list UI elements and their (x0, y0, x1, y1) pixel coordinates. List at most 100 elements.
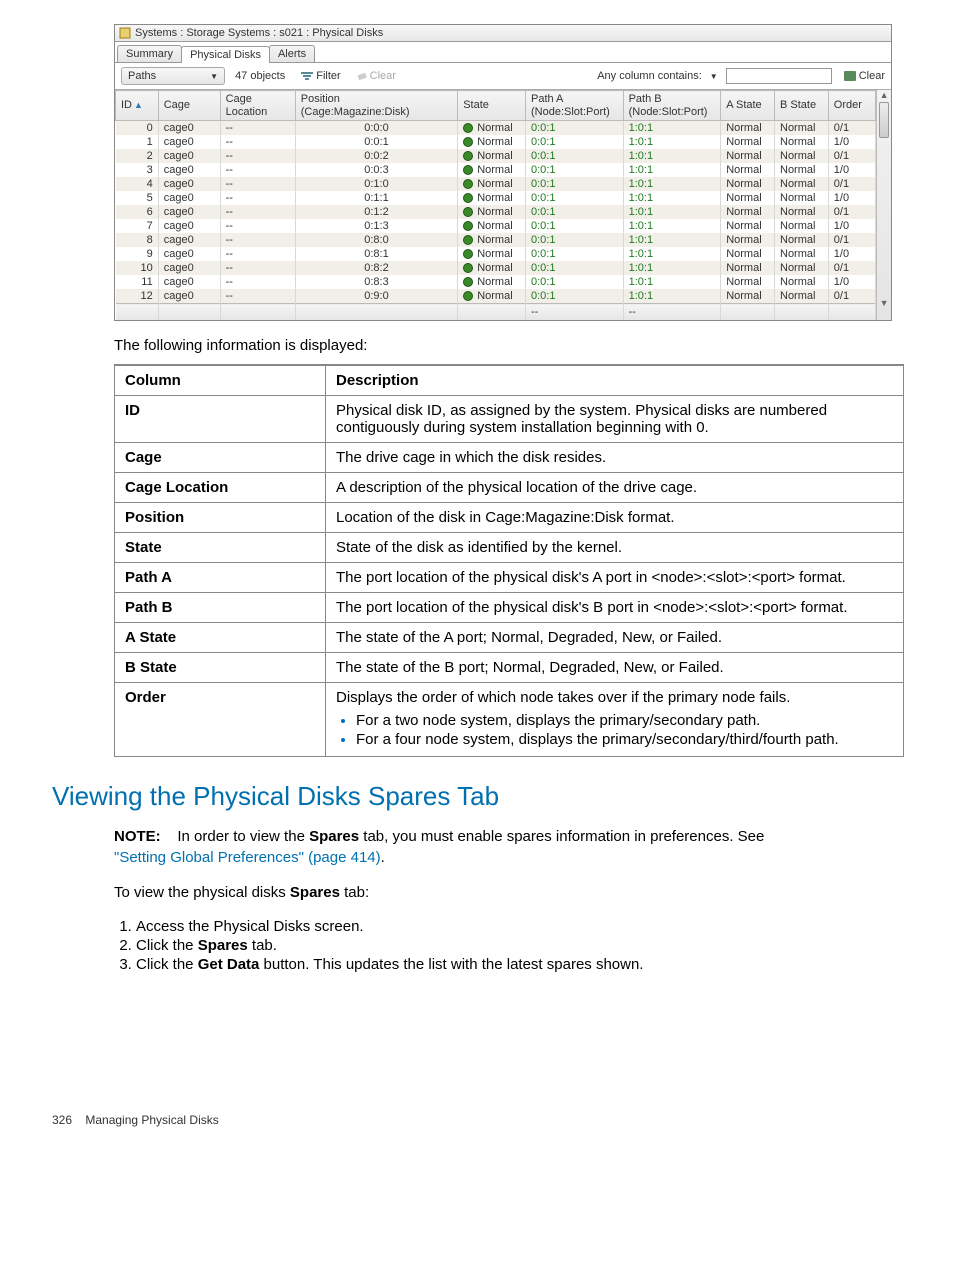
cell-order: 0/1 (828, 233, 875, 247)
cell-b-state: Normal (775, 191, 829, 205)
cell-cage-location: -- (220, 275, 295, 289)
desc-col-name: B State (115, 653, 326, 683)
table-row[interactable]: 1cage0--0:0:1Normal0:0:11:0:1NormalNorma… (116, 135, 876, 149)
table-row[interactable]: 7cage0--0:1:3Normal0:0:11:0:1NormalNorma… (116, 219, 876, 233)
cell-a-state: Normal (721, 289, 775, 304)
col-state[interactable]: State (458, 91, 526, 121)
cell-cage: cage0 (158, 289, 220, 304)
cell-cage-location: -- (220, 261, 295, 275)
window-title-bar: Systems : Storage Systems : s021 : Physi… (115, 25, 891, 42)
filter-contains-label: Any column contains: (597, 70, 702, 82)
step-2: Click the Spares tab. (136, 937, 902, 954)
desc-col-desc: The state of the B port; Normal, Degrade… (326, 653, 904, 683)
cell-cage-location: -- (220, 149, 295, 163)
clear-filter-button[interactable]: Clear (844, 70, 885, 82)
table-row[interactable]: 2cage0--0:0:2Normal0:0:11:0:1NormalNorma… (116, 149, 876, 163)
status-dot-icon (463, 221, 473, 231)
table-row[interactable]: 9cage0--0:8:1Normal0:0:11:0:1NormalNorma… (116, 247, 876, 261)
physical-disks-grid: ID▲ Cage Cage Location Position(Cage:Mag… (115, 90, 876, 320)
cell-b-state: Normal (775, 135, 829, 149)
cell-a-state: Normal (721, 205, 775, 219)
tab-bar: Summary Physical Disks Alerts (115, 42, 891, 63)
cell-path-a: 0:0:1 (525, 205, 623, 219)
desc-row: StateState of the disk as identified by … (115, 533, 904, 563)
cell-b-state: Normal (775, 219, 829, 233)
prefs-link[interactable]: "Setting Global Preferences" (page 414) (114, 849, 381, 866)
cell-position: 0:1:1 (295, 191, 457, 205)
col-order[interactable]: Order (828, 91, 875, 121)
paths-label: Paths (128, 70, 156, 82)
cell-cage-location: -- (220, 177, 295, 191)
table-row[interactable]: 8cage0--0:8:0Normal0:0:11:0:1NormalNorma… (116, 233, 876, 247)
cell-cage-location: -- (220, 121, 295, 136)
table-row[interactable]: 12cage0--0:9:0Normal0:0:11:0:1NormalNorm… (116, 289, 876, 304)
chevron-down-icon[interactable]: ▼ (710, 72, 718, 81)
desc-col-name: State (115, 533, 326, 563)
col-a-state[interactable]: A State (721, 91, 775, 121)
cell-path-b: 1:0:1 (623, 261, 721, 275)
desc-col-desc: State of the disk as identified by the k… (326, 533, 904, 563)
cell-state: Normal (458, 247, 526, 261)
cell-cage-location: -- (220, 289, 295, 304)
cell-path-b: 1:0:1 (623, 275, 721, 289)
col-cage[interactable]: Cage (158, 91, 220, 121)
cell-path-a: 0:0:1 (525, 191, 623, 205)
tab-summary[interactable]: Summary (117, 45, 182, 62)
cell-order: 1/0 (828, 275, 875, 289)
cell-b-state: Normal (775, 121, 829, 136)
cell-path-b: 1:0:1 (623, 247, 721, 261)
cell-b-state: Normal (775, 205, 829, 219)
cell-path-b: 1:0:1 (623, 177, 721, 191)
cell-state: Normal (458, 191, 526, 205)
footer-title: Managing Physical Disks (85, 1113, 218, 1127)
filter-input[interactable] (726, 68, 832, 84)
table-row[interactable]: 6cage0--0:1:2Normal0:0:11:0:1NormalNorma… (116, 205, 876, 219)
cell-cage: cage0 (158, 177, 220, 191)
cell-cage: cage0 (158, 149, 220, 163)
cell-position: 0:0:2 (295, 149, 457, 163)
cell-position: 0:0:0 (295, 121, 457, 136)
table-row[interactable]: 3cage0--0:0:3Normal0:0:11:0:1NormalNorma… (116, 163, 876, 177)
cell-path-a: 0:0:1 (525, 121, 623, 136)
col-position[interactable]: Position(Cage:Magazine:Disk) (295, 91, 457, 121)
paths-dropdown[interactable]: Paths ▼ (121, 67, 225, 85)
cell-cage-location: -- (220, 135, 295, 149)
desc-col-desc: The drive cage in which the disk resides… (326, 443, 904, 473)
col-path-b[interactable]: Path B(Node:Slot:Port) (623, 91, 721, 121)
cell-cage: cage0 (158, 275, 220, 289)
desc-col-name: Cage Location (115, 473, 326, 503)
desc-col-name: Order (115, 683, 326, 757)
col-id[interactable]: ID▲ (116, 91, 159, 121)
step-1: Access the Physical Disks screen. (136, 918, 902, 935)
filter-button[interactable]: Filter (301, 70, 340, 82)
cell-a-state: Normal (721, 163, 775, 177)
tab-physical-disks[interactable]: Physical Disks (181, 46, 270, 63)
clear-button[interactable]: Clear (357, 70, 396, 82)
cell-state: Normal (458, 135, 526, 149)
filter-icon (301, 71, 313, 81)
cell-position: 0:8:2 (295, 261, 457, 275)
object-count: 47 objects (235, 70, 285, 82)
cell-path-b: 1:0:1 (623, 289, 721, 304)
cell-cage-location: -- (220, 163, 295, 177)
cell-cage-location: -- (220, 191, 295, 205)
cell-cage-location: -- (220, 247, 295, 261)
col-b-state[interactable]: B State (775, 91, 829, 121)
table-row[interactable]: 11cage0--0:8:3Normal0:0:11:0:1NormalNorm… (116, 275, 876, 289)
table-row[interactable]: 4cage0--0:1:0Normal0:0:11:0:1NormalNorma… (116, 177, 876, 191)
table-row[interactable]: 5cage0--0:1:1Normal0:0:11:0:1NormalNorma… (116, 191, 876, 205)
cell-cage: cage0 (158, 247, 220, 261)
col-path-a[interactable]: Path A(Node:Slot:Port) (525, 91, 623, 121)
cell-cage-location: -- (220, 233, 295, 247)
scrollbar[interactable]: ▲ ▼ (876, 90, 891, 320)
tab-alerts[interactable]: Alerts (269, 45, 315, 62)
cell-path-b: 1:0:1 (623, 135, 721, 149)
cell-path-b: 1:0:1 (623, 149, 721, 163)
table-row[interactable]: 0cage0--0:0:0Normal0:0:11:0:1NormalNorma… (116, 121, 876, 136)
table-row[interactable]: 10cage0--0:8:2Normal0:0:11:0:1NormalNorm… (116, 261, 876, 275)
cell-state: Normal (458, 275, 526, 289)
cell-b-state: Normal (775, 289, 829, 304)
cell-b-state: Normal (775, 261, 829, 275)
cell-state: Normal (458, 289, 526, 304)
col-cage-location[interactable]: Cage Location (220, 91, 295, 121)
